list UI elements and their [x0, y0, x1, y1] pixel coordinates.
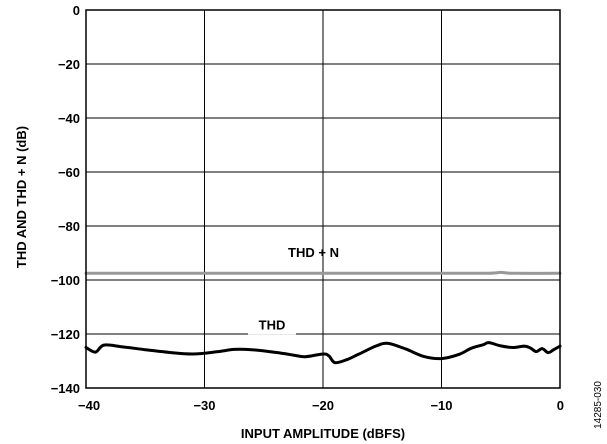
- y-tick-label: −120: [51, 327, 80, 342]
- y-tick-label: −100: [51, 273, 80, 288]
- x-tick-label: −30: [193, 398, 215, 413]
- x-axis-title: INPUT AMPLITUDE (dBFS): [241, 426, 405, 441]
- y-tick-label: −80: [58, 219, 80, 234]
- grid-lines: [86, 10, 560, 388]
- y-tick-labels: 0 −20 −40 −60 −80 −100 −120 −140: [51, 3, 80, 396]
- thd-label-background: [248, 316, 297, 335]
- x-tick-label: −10: [430, 398, 452, 413]
- y-tick-label: −60: [58, 165, 80, 180]
- x-tick-labels: −40 −30 −20 −10 0: [78, 398, 564, 413]
- x-tick-label: −20: [312, 398, 334, 413]
- y-tick-label: −40: [58, 111, 80, 126]
- y-tick-label: −20: [58, 57, 80, 72]
- thd-series-line: [84, 341, 562, 365]
- series-labels: THD + N THD: [248, 245, 339, 335]
- series-lines: [84, 270, 562, 365]
- y-tick-label: 0: [73, 3, 80, 18]
- thd-n-series-line: [84, 270, 562, 275]
- thd-n-series-label: THD + N: [288, 245, 339, 260]
- y-tick-label: −140: [51, 381, 80, 396]
- x-tick-label: −40: [78, 398, 100, 413]
- y-axis-title: THD AND THD + N (dB): [14, 126, 29, 268]
- plot-area-border: [85, 9, 561, 389]
- figure-id: 14285-030: [593, 381, 604, 429]
- thd-series-label: THD: [259, 317, 286, 332]
- x-tick-label: 0: [557, 398, 564, 413]
